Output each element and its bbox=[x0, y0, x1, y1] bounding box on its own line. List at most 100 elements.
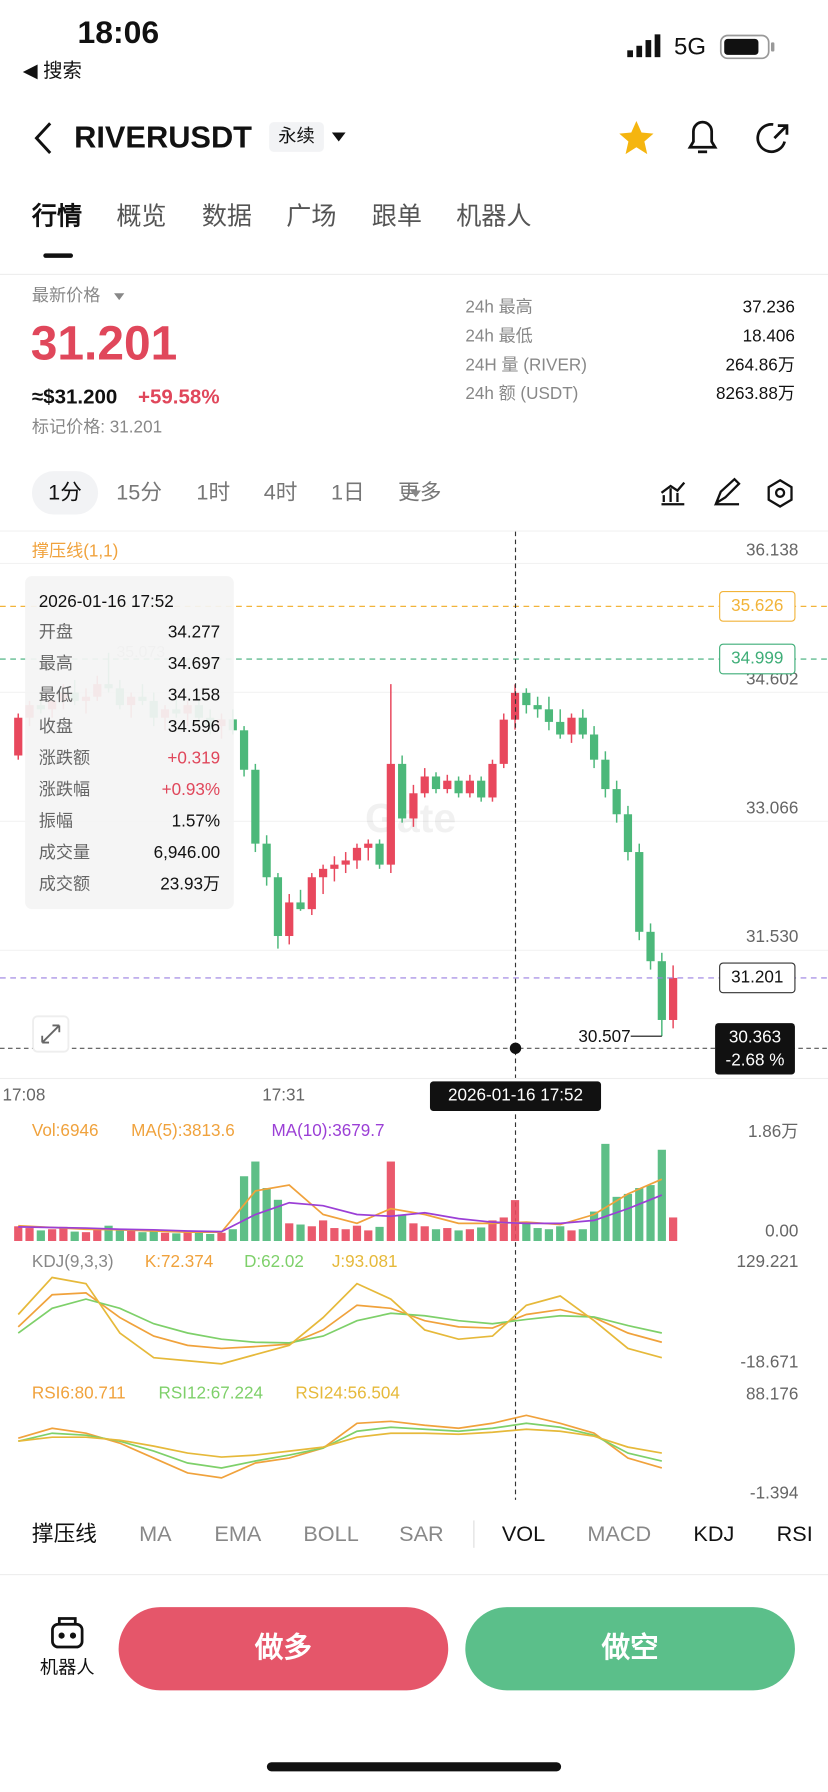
legend-entry: KDJ(9,3,3) bbox=[32, 1252, 114, 1271]
tooltip-value: 34.277 bbox=[168, 623, 220, 642]
volume-bar bbox=[567, 1230, 576, 1241]
interval[interactable]: 更多 bbox=[398, 480, 441, 505]
volume-bar bbox=[206, 1233, 215, 1241]
candle-body bbox=[533, 705, 542, 710]
indicator-tab[interactable]: KDJ bbox=[693, 1521, 734, 1546]
back-icon[interactable] bbox=[34, 122, 52, 154]
indicator-tab[interactable]: 撑压线 bbox=[32, 1521, 97, 1546]
expand-icon[interactable] bbox=[32, 1015, 70, 1053]
tab[interactable]: 跟单 bbox=[372, 203, 422, 231]
candle-body bbox=[589, 734, 599, 760]
more-dropdown[interactable] bbox=[410, 490, 421, 498]
symbol-dropdown[interactable] bbox=[331, 132, 346, 142]
volume-bar bbox=[669, 1217, 678, 1241]
candle-body bbox=[352, 847, 362, 861]
volume-bar bbox=[533, 1228, 542, 1241]
candle-body bbox=[273, 877, 283, 937]
approx-price: ≈$31.200 bbox=[32, 386, 117, 409]
indicator-tab[interactable]: SAR bbox=[399, 1521, 444, 1546]
back-to-search[interactable]: ◀ 搜索 bbox=[23, 60, 82, 82]
volume-bar bbox=[14, 1226, 23, 1241]
indicator-tab[interactable]: RSI bbox=[777, 1521, 813, 1546]
volume-bar bbox=[510, 1200, 520, 1241]
volume-bar bbox=[398, 1214, 407, 1241]
short-label[interactable]: 做空 bbox=[601, 1631, 659, 1664]
volume-bar bbox=[499, 1217, 508, 1241]
volume-bar bbox=[556, 1226, 565, 1241]
volume-bar bbox=[307, 1226, 316, 1241]
stat-label: 24h 最低 bbox=[465, 326, 532, 345]
stat-value: 37.236 bbox=[743, 298, 795, 317]
tab[interactable]: 概览 bbox=[116, 203, 166, 231]
legend-entry: Vol:6946 bbox=[32, 1121, 99, 1140]
x-tick-label: 17:08 bbox=[3, 1086, 46, 1105]
interval[interactable]: 1分 bbox=[48, 480, 82, 505]
candle-body bbox=[420, 776, 429, 794]
volume-bar bbox=[330, 1228, 339, 1241]
robot-icon[interactable] bbox=[51, 1617, 84, 1649]
tab[interactable]: 数据 bbox=[202, 203, 252, 231]
short-button[interactable] bbox=[465, 1607, 795, 1691]
candle-body bbox=[330, 864, 339, 869]
volume-bar bbox=[578, 1229, 587, 1241]
indicator-tab[interactable]: MA bbox=[139, 1521, 172, 1546]
volume-bar bbox=[70, 1231, 79, 1241]
chart-bottom-border bbox=[0, 1077, 828, 1080]
x-tick-label: 17:31 bbox=[262, 1086, 305, 1105]
candle-body bbox=[635, 852, 644, 932]
robot-label[interactable]: 机器人 bbox=[40, 1656, 95, 1677]
chart-tools[interactable] bbox=[660, 477, 793, 508]
tooltip-bg bbox=[25, 576, 234, 910]
interval[interactable]: 1日 bbox=[331, 480, 365, 505]
tab[interactable]: 广场 bbox=[286, 203, 336, 231]
indicator-tab[interactable]: VOL bbox=[502, 1521, 545, 1546]
chart-top-border bbox=[0, 530, 828, 532]
candle-body bbox=[465, 780, 474, 794]
tooltip-key: 成交量 bbox=[39, 843, 90, 862]
home-indicator bbox=[266, 1762, 562, 1772]
price-dropdown[interactable] bbox=[114, 293, 125, 301]
volume-bar bbox=[104, 1225, 113, 1241]
clock: 18:06 bbox=[78, 14, 160, 50]
volume-bar bbox=[352, 1225, 362, 1241]
candle-body bbox=[567, 717, 576, 735]
crosshair-dot bbox=[509, 1042, 522, 1054]
tooltip-value: 23.93万 bbox=[160, 874, 220, 893]
interval[interactable]: 15分 bbox=[116, 480, 162, 505]
volume-bar bbox=[443, 1228, 452, 1241]
indicator-line bbox=[18, 1428, 662, 1458]
network: 5G bbox=[674, 33, 706, 60]
candle-body bbox=[386, 763, 395, 865]
favorite-star[interactable] bbox=[619, 121, 654, 155]
tooltip-value: 34.596 bbox=[168, 717, 220, 736]
volume-bar bbox=[251, 1161, 260, 1241]
interval[interactable]: 4时 bbox=[264, 480, 298, 505]
level-box bbox=[719, 643, 796, 675]
tab[interactable]: 行情 bbox=[31, 203, 82, 231]
tooltip-value: +0.319 bbox=[167, 749, 220, 768]
y-tick-label: 0.00 bbox=[765, 1221, 798, 1240]
tooltip-key: 涨跌额 bbox=[39, 749, 90, 768]
volume-bar bbox=[341, 1229, 350, 1241]
badge-bg bbox=[269, 122, 324, 152]
tooltip-value: 34.158 bbox=[168, 686, 220, 705]
long-label[interactable]: 做多 bbox=[254, 1632, 312, 1664]
bell-icon[interactable] bbox=[687, 120, 718, 154]
share-icon[interactable] bbox=[756, 123, 789, 154]
indicator-line bbox=[18, 1194, 663, 1233]
level-box bbox=[719, 590, 796, 622]
long-button[interactable] bbox=[118, 1607, 449, 1691]
level-label: 31.201 bbox=[731, 967, 783, 986]
tooltip-key: 涨跌幅 bbox=[39, 780, 90, 799]
candle-body bbox=[307, 877, 316, 910]
volume-bar bbox=[25, 1228, 34, 1241]
indicator-tab[interactable]: MACD bbox=[587, 1521, 651, 1546]
candle-body bbox=[646, 931, 655, 962]
tab[interactable]: 机器人 bbox=[456, 203, 531, 231]
indicator-tab[interactable]: EMA bbox=[214, 1521, 261, 1546]
interval[interactable]: 1时 bbox=[196, 480, 230, 505]
legend-entry: K:72.374 bbox=[145, 1252, 213, 1271]
indicator-tab[interactable]: BOLL bbox=[303, 1521, 358, 1546]
legend-entry: D:62.02 bbox=[244, 1252, 304, 1271]
